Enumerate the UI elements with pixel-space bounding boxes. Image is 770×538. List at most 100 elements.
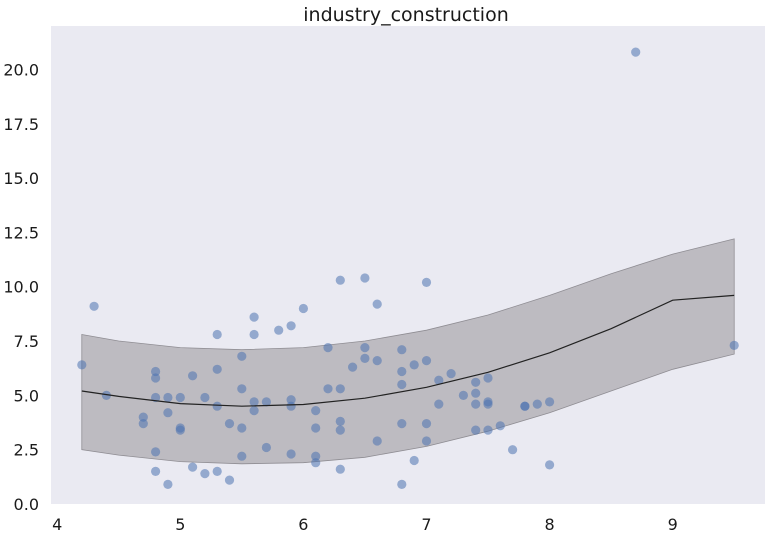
scatter-point [286,401,296,411]
y-tick-label: 12.5 [3,223,39,242]
scatter-point [224,419,235,429]
scatter-point [520,401,530,411]
scatter-point [335,416,345,426]
fit-line-layer [81,294,735,407]
y-tick-label: 5.0 [14,386,39,405]
scatter-point [372,436,382,446]
scatter-point [311,451,321,461]
scatter-point [163,392,173,403]
scatter-point [249,312,259,322]
y-tick-label: 0.0 [14,495,39,514]
scatter-point [212,329,222,340]
x-tick-label: 7 [421,515,431,534]
scatter-point [163,408,173,418]
y-tick-label: 7.5 [14,332,39,351]
scatter-point [421,356,432,366]
scatter-point [224,475,235,485]
scatter-point [212,364,222,374]
scatter-point [360,343,370,353]
scatter-point [483,399,493,409]
scatter-point [101,390,111,400]
scatter-point [483,425,493,435]
scatter-point [335,275,345,285]
scatter-point [237,384,247,394]
scatter-point [471,388,481,398]
scatter-point [212,466,222,476]
scatter-point [151,447,161,457]
x-tick-label: 6 [298,515,308,534]
confidence-band [81,238,735,465]
scatter-point [421,419,432,429]
scatter-point [237,351,247,361]
scatter-point [151,392,161,403]
scatter-point [237,451,247,461]
x-tick-label: 9 [668,515,678,534]
scatter-point [200,469,210,479]
scatter-point [311,423,321,433]
scatter-point [151,466,161,476]
scatter-point [397,379,407,390]
scatter-point [175,392,185,403]
chart-title: industry_construction [303,4,508,26]
scatter-point [631,47,641,57]
scatter-point [286,395,296,405]
scatter-point [372,299,382,309]
x-tick-label: 4 [52,515,62,534]
y-tick-label: 10.0 [3,278,39,297]
scatter-point [151,366,161,377]
scatter-point [421,277,432,287]
scatter-point [335,384,345,394]
scatter-point [77,360,87,370]
scatter-point [188,371,198,381]
scatter-point [138,419,148,429]
scatter-point [286,321,296,331]
scatter-point [397,419,407,429]
x-tick-label: 8 [545,515,555,534]
scatter-point [175,425,185,435]
scatter-point [323,343,333,353]
scatter-point [335,464,345,474]
scatter-point [458,390,468,400]
scatter-point [495,421,505,431]
scatter-point [261,397,271,407]
scatter-point [729,340,739,350]
scatter-point [188,462,198,472]
scatter-point [237,423,247,433]
scatter-point [348,362,358,372]
scatter-point [545,397,555,407]
scatter-point [261,442,271,453]
scatter-point [409,360,419,370]
scatter-point [323,384,333,394]
scatter-point [249,329,259,340]
scatter-point [397,479,407,489]
scatter-point [532,399,542,409]
x-axis-ticks: 4 5 6 7 8 9 [52,515,678,534]
scatter-point [421,436,432,446]
scatter-point [249,406,259,416]
scatter-point [249,397,259,407]
scatter-point [200,392,210,403]
y-axis-ticks: 0.0 2.5 5.0 7.5 10.0 12.5 15.0 17.5 20.0 [3,61,39,515]
scatter-point [151,373,161,383]
fit-line [81,294,735,407]
scatter-point [471,377,481,387]
y-tick-label: 20.0 [3,61,39,80]
scatter-point [335,425,345,435]
scatter-point [311,406,321,416]
y-tick-label: 2.5 [14,441,39,460]
scatter-point [311,458,321,468]
scatter-point [360,353,370,363]
scatter-point [212,401,222,411]
scatter-point [397,345,407,355]
scatter-points-layer [77,47,739,489]
scatter-point [397,366,407,377]
scatter-point [471,425,481,435]
scatter-point [483,373,493,383]
scatter-point [507,445,518,455]
confidence-band-layer [81,238,735,465]
scatter-point [446,369,456,379]
scatter-point [89,301,99,311]
scatter-point [138,412,148,422]
scatter-point [286,449,296,459]
